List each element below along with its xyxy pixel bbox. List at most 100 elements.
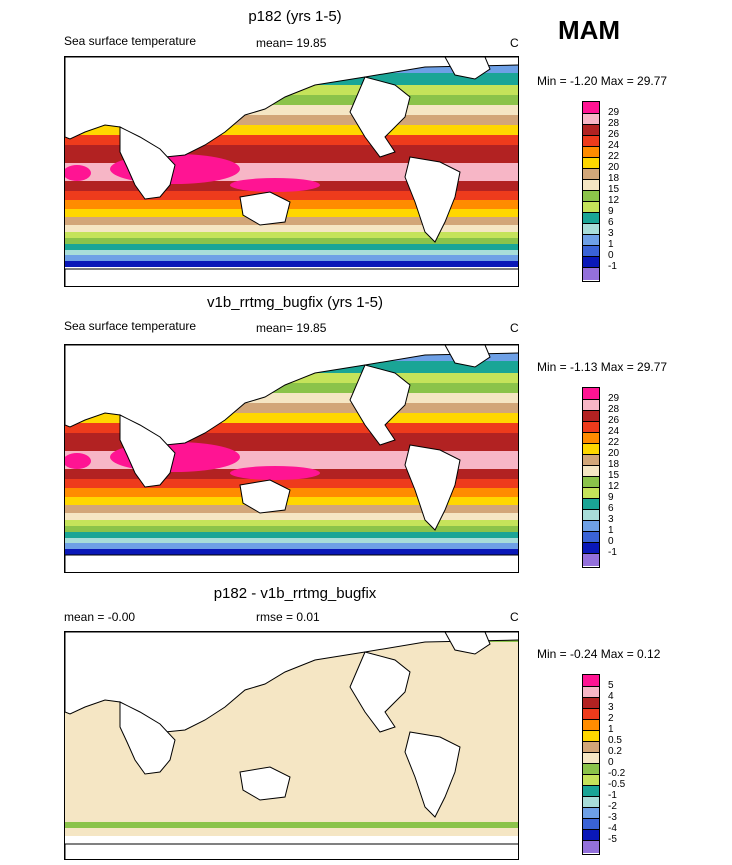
- panel-3-colorbar-swatch: [583, 786, 599, 797]
- panel-2-field-label: Sea surface temperature: [64, 319, 197, 333]
- panel-3-tick: -2: [608, 801, 617, 812]
- panel-2-colorbar-swatch: [583, 554, 599, 566]
- panel-2-tick: 12: [608, 481, 620, 492]
- panel-1-tick: 15: [608, 184, 620, 195]
- panel-2-tick: 15: [608, 470, 620, 481]
- panel-3-colorbar-swatch: [583, 808, 599, 819]
- panel-2-colorbar-swatch: [583, 455, 599, 466]
- panel-2-colorbar-swatch: [583, 521, 599, 532]
- panel-2-tick: -1: [608, 547, 617, 558]
- panel-1-tick: 6: [608, 217, 614, 228]
- panel-2-colorbar-swatch: [583, 388, 599, 400]
- panel-2-tick: 20: [608, 448, 620, 459]
- panel-2-mean: mean= 19.85: [256, 321, 327, 335]
- panel-3-colorbar-swatch: [583, 687, 599, 698]
- panel-1-colorbar-swatch: [583, 268, 599, 280]
- panel-2-colorbar-swatch: [583, 532, 599, 543]
- panel-3-colorbar-swatch: [583, 742, 599, 753]
- panel-2-colorbar-swatch: [583, 422, 599, 433]
- panel-1-title: p182 (yrs 1-5): [248, 8, 342, 25]
- panel-1-tick: -1: [608, 261, 617, 272]
- panel-3-map: [64, 631, 519, 860]
- panel-1-mean: mean= 19.85: [256, 36, 327, 50]
- panel-3-tick: -3: [608, 812, 617, 823]
- panel-1-colorbar-swatch: [583, 136, 599, 147]
- panel-1-tick: 12: [608, 195, 620, 206]
- panel-3-tick: 0.2: [608, 746, 622, 757]
- panel-2-map-svg: [65, 345, 518, 572]
- panel-3-colorbar-swatch: [583, 731, 599, 742]
- panel-2-colorbar: [582, 387, 600, 568]
- panel-1-colorbar-swatch: [583, 102, 599, 114]
- panel-1-field-label: Sea surface temperature: [64, 34, 197, 48]
- panel-1-colorbar-swatch: [583, 202, 599, 213]
- panel-1-tick: 22: [608, 151, 620, 162]
- panel-2-map: [64, 344, 519, 573]
- panel-1-tick: 24: [608, 140, 620, 151]
- panel-3-rmse: rmse = 0.01: [256, 610, 320, 624]
- panel-2-tick: 18: [608, 459, 620, 470]
- panel-2-minmax: Min = -1.13 Max = 29.77: [537, 360, 668, 374]
- panel-3-tick: 5: [608, 680, 614, 691]
- panel-3-mean: mean = -0.00: [64, 610, 136, 624]
- panel-1-map: [64, 56, 519, 287]
- panel-2-tick: 29: [608, 393, 620, 404]
- panel-3-colorbar-swatch: [583, 764, 599, 775]
- panel-1-colorbar-swatch: [583, 213, 599, 224]
- panel-1-colorbar-swatch: [583, 169, 599, 180]
- panel-3-tick: -0.2: [608, 768, 626, 779]
- panel-2-tick: 6: [608, 503, 614, 514]
- panel-1-colorbar-swatch: [583, 191, 599, 202]
- panel-1-colorbar-swatch: [583, 125, 599, 136]
- panel-2-tick: 3: [608, 514, 614, 525]
- panel-1-colorbar-swatch: [583, 114, 599, 125]
- panel-1-tick: 29: [608, 107, 620, 118]
- panel-3-tick: 0: [608, 757, 614, 768]
- panel-3-tick: -5: [608, 834, 617, 845]
- panel-3-tick: 4: [608, 691, 614, 702]
- panel-2-units: C: [510, 321, 519, 335]
- panel-1-minmax: Min = -1.20 Max = 29.77: [537, 74, 668, 88]
- panel-3-colorbar-swatch: [583, 841, 599, 853]
- panel-2-tick: 9: [608, 492, 614, 503]
- panel-3-colorbar-swatch: [583, 797, 599, 808]
- panel-3-colorbar-swatch: [583, 720, 599, 731]
- panel-3-colorbar-swatch: [583, 830, 599, 841]
- panel-2-colorbar-swatch: [583, 543, 599, 554]
- panel-3-tick: 1: [608, 724, 614, 735]
- panel-1-colorbar-swatch: [583, 158, 599, 169]
- panel-3-title: p182 - v1b_rrtmg_bugfix: [213, 585, 377, 602]
- panel-2-colorbar-swatch: [583, 499, 599, 510]
- panel-1-units: C: [510, 36, 519, 50]
- panel-3-colorbar-swatch: [583, 753, 599, 764]
- panel-3-tick: 0.5: [608, 735, 622, 746]
- panel-1-colorbar-swatch: [583, 180, 599, 191]
- panel-1-map-svg: [65, 57, 518, 286]
- panel-3-colorbar-swatch: [583, 819, 599, 830]
- panel-3-map-svg: [65, 632, 518, 859]
- panel-3-units: C: [510, 610, 519, 624]
- panel-3-colorbar-swatch: [583, 675, 599, 687]
- panel-2-colorbar-swatch: [583, 411, 599, 422]
- panel-2-tick: 0: [608, 536, 614, 547]
- panel-2-tick: 22: [608, 437, 620, 448]
- panel-3-tick: -0.5: [608, 779, 626, 790]
- panel-1-tick: 1: [608, 239, 614, 250]
- panel-1-colorbar-swatch: [583, 147, 599, 158]
- season-label: MAM: [558, 15, 621, 45]
- panel-3-colorbar-swatch: [583, 698, 599, 709]
- panel-2-tick: 28: [608, 404, 620, 415]
- panel-2-colorbar-swatch: [583, 477, 599, 488]
- panel-1-colorbar-swatch: [583, 224, 599, 235]
- panel-2-colorbar-swatch: [583, 433, 599, 444]
- panel-2-title: v1b_rrtmg_bugfix (yrs 1-5): [207, 294, 383, 311]
- panel-2-colorbar-swatch: [583, 400, 599, 411]
- panel-3-tick: -1: [608, 790, 617, 801]
- panel-3-tick: 2: [608, 713, 614, 724]
- panel-2-tick: 24: [608, 426, 620, 437]
- panel-3-colorbar: [582, 674, 600, 855]
- panel-3-colorbar-swatch: [583, 709, 599, 720]
- panel-1-tick: 26: [608, 129, 620, 140]
- panel-2-colorbar-swatch: [583, 466, 599, 477]
- panel-2-tick: 26: [608, 415, 620, 426]
